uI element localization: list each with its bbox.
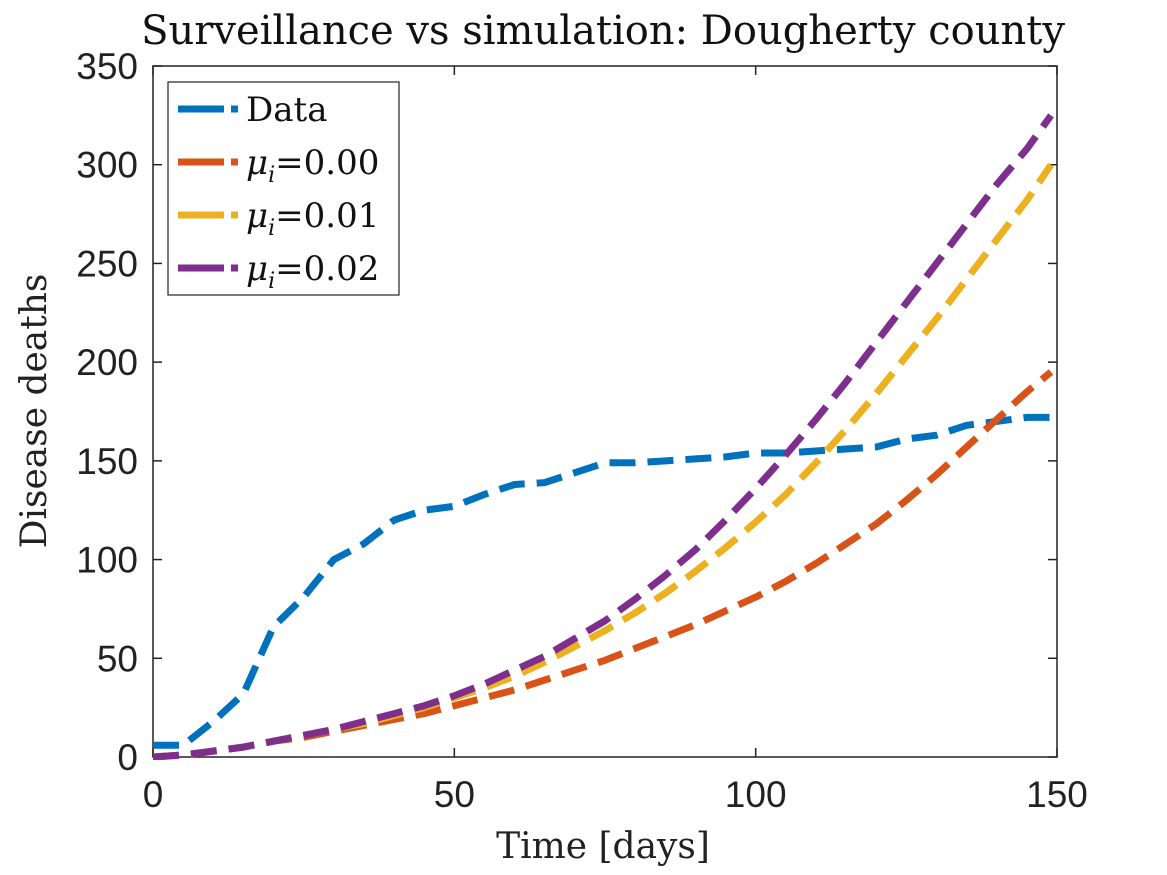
legend-label-text: Data	[246, 90, 327, 130]
legend-label-value: =0.00	[275, 143, 379, 183]
chart-title: Surveillance vs simulation: Dougherty co…	[141, 8, 1065, 54]
y-tick-label: 50	[97, 638, 138, 679]
legend-box	[167, 81, 400, 296]
legend-label-symbol: μ	[246, 196, 268, 236]
legend-swatch-dot	[231, 105, 238, 113]
legend-label-symbol: μ	[246, 143, 268, 183]
y-tick-label: 350	[76, 46, 138, 87]
y-tick-label: 0	[117, 737, 138, 778]
y-tick-label: 300	[76, 145, 138, 186]
legend-label: Data	[246, 90, 327, 130]
x-axis-label: Time [days]	[496, 826, 710, 867]
y-tick-label: 250	[76, 243, 138, 284]
legend-item-1: μi=0.00	[178, 143, 379, 188]
legend-label-symbol: μ	[246, 249, 268, 289]
legend-label: μi=0.02	[246, 249, 379, 294]
legend-label-subscript: i	[268, 269, 275, 294]
y-tick-label: 200	[76, 342, 138, 383]
legend-item-2: μi=0.01	[178, 196, 379, 241]
x-tick-label: 0	[143, 774, 164, 815]
legend-swatch-dot	[231, 211, 238, 219]
plot-frame	[152, 65, 1058, 758]
legend-item-3: μi=0.02	[178, 249, 379, 294]
series-layer	[153, 113, 1054, 760]
y-tick-label: 150	[76, 441, 138, 482]
legend-label: μi=0.01	[246, 196, 379, 241]
legend-label: μi=0.00	[246, 143, 379, 188]
legend-item-0: Data	[178, 90, 327, 130]
series-line-3	[153, 113, 1054, 760]
tick-layer: 0 50 100 150 0 50 100 150 200 250 300 350	[76, 46, 1088, 815]
legend-label-value: =0.01	[275, 196, 379, 236]
legend-swatch-dot	[231, 264, 238, 272]
x-tick-label: 100	[725, 774, 787, 815]
y-axis-label: Disease deaths	[14, 274, 55, 549]
series-line-0	[153, 413, 1051, 749]
legend-label-value: =0.02	[275, 249, 379, 289]
x-tick-label: 50	[434, 774, 475, 815]
x-tick-label: 150	[1026, 774, 1088, 815]
y-tick-label: 100	[76, 540, 138, 581]
legend-swatch-dot	[231, 158, 238, 166]
legend-label-subscript: i	[268, 216, 275, 241]
legend-label-subscript: i	[268, 163, 275, 188]
series-line-1	[153, 369, 1054, 760]
